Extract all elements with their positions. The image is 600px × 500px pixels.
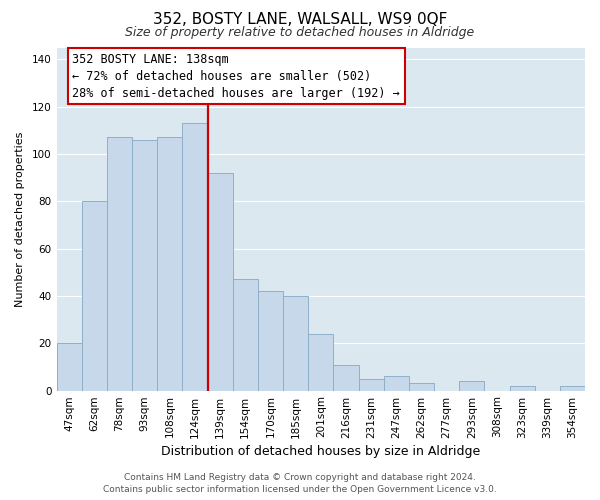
X-axis label: Distribution of detached houses by size in Aldridge: Distribution of detached houses by size … [161,444,481,458]
Bar [258,291,283,390]
Y-axis label: Number of detached properties: Number of detached properties [15,132,25,306]
Bar [82,202,107,390]
Bar [509,386,535,390]
Bar [208,173,233,390]
Text: 352, BOSTY LANE, WALSALL, WS9 0QF: 352, BOSTY LANE, WALSALL, WS9 0QF [153,12,447,28]
Text: Size of property relative to detached houses in Aldridge: Size of property relative to detached ho… [125,26,475,39]
Bar [233,280,258,390]
Bar [359,378,383,390]
Bar [56,343,82,390]
Bar [409,384,434,390]
Text: 352 BOSTY LANE: 138sqm
← 72% of detached houses are smaller (502)
28% of semi-de: 352 BOSTY LANE: 138sqm ← 72% of detached… [73,52,400,100]
Bar [283,296,308,390]
Bar [308,334,334,390]
Bar [182,123,208,390]
Bar [560,386,585,390]
Bar [132,140,157,390]
Bar [334,364,359,390]
Bar [107,138,132,390]
Bar [157,138,182,390]
Bar [383,376,409,390]
Text: Contains HM Land Registry data © Crown copyright and database right 2024.
Contai: Contains HM Land Registry data © Crown c… [103,472,497,494]
Bar [459,381,484,390]
